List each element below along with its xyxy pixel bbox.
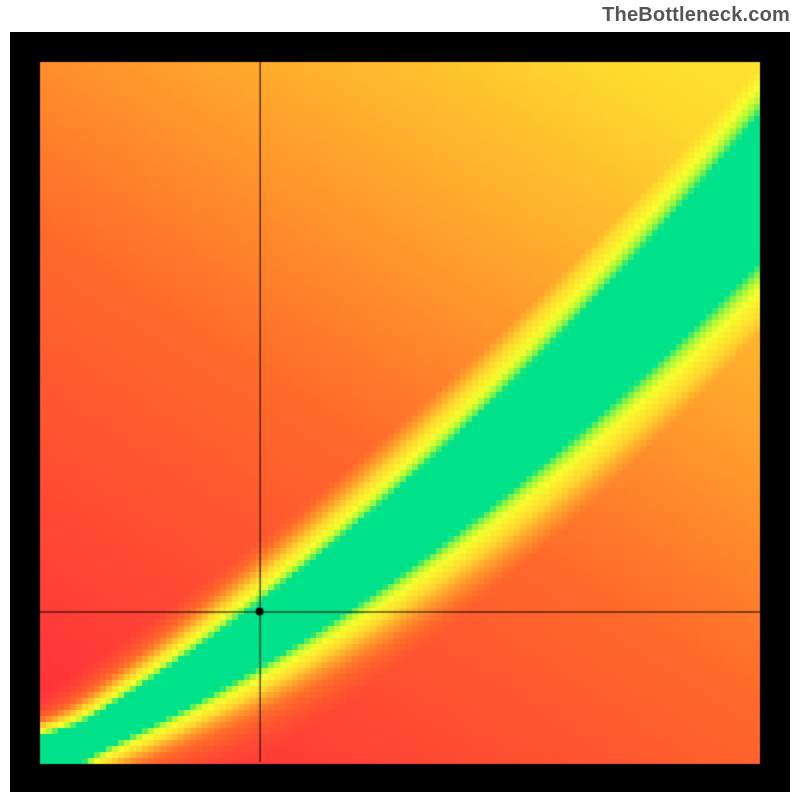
heatmap-canvas [10, 32, 790, 792]
watermark-text: TheBottleneck.com [602, 4, 790, 27]
heatmap-plot [10, 32, 790, 792]
